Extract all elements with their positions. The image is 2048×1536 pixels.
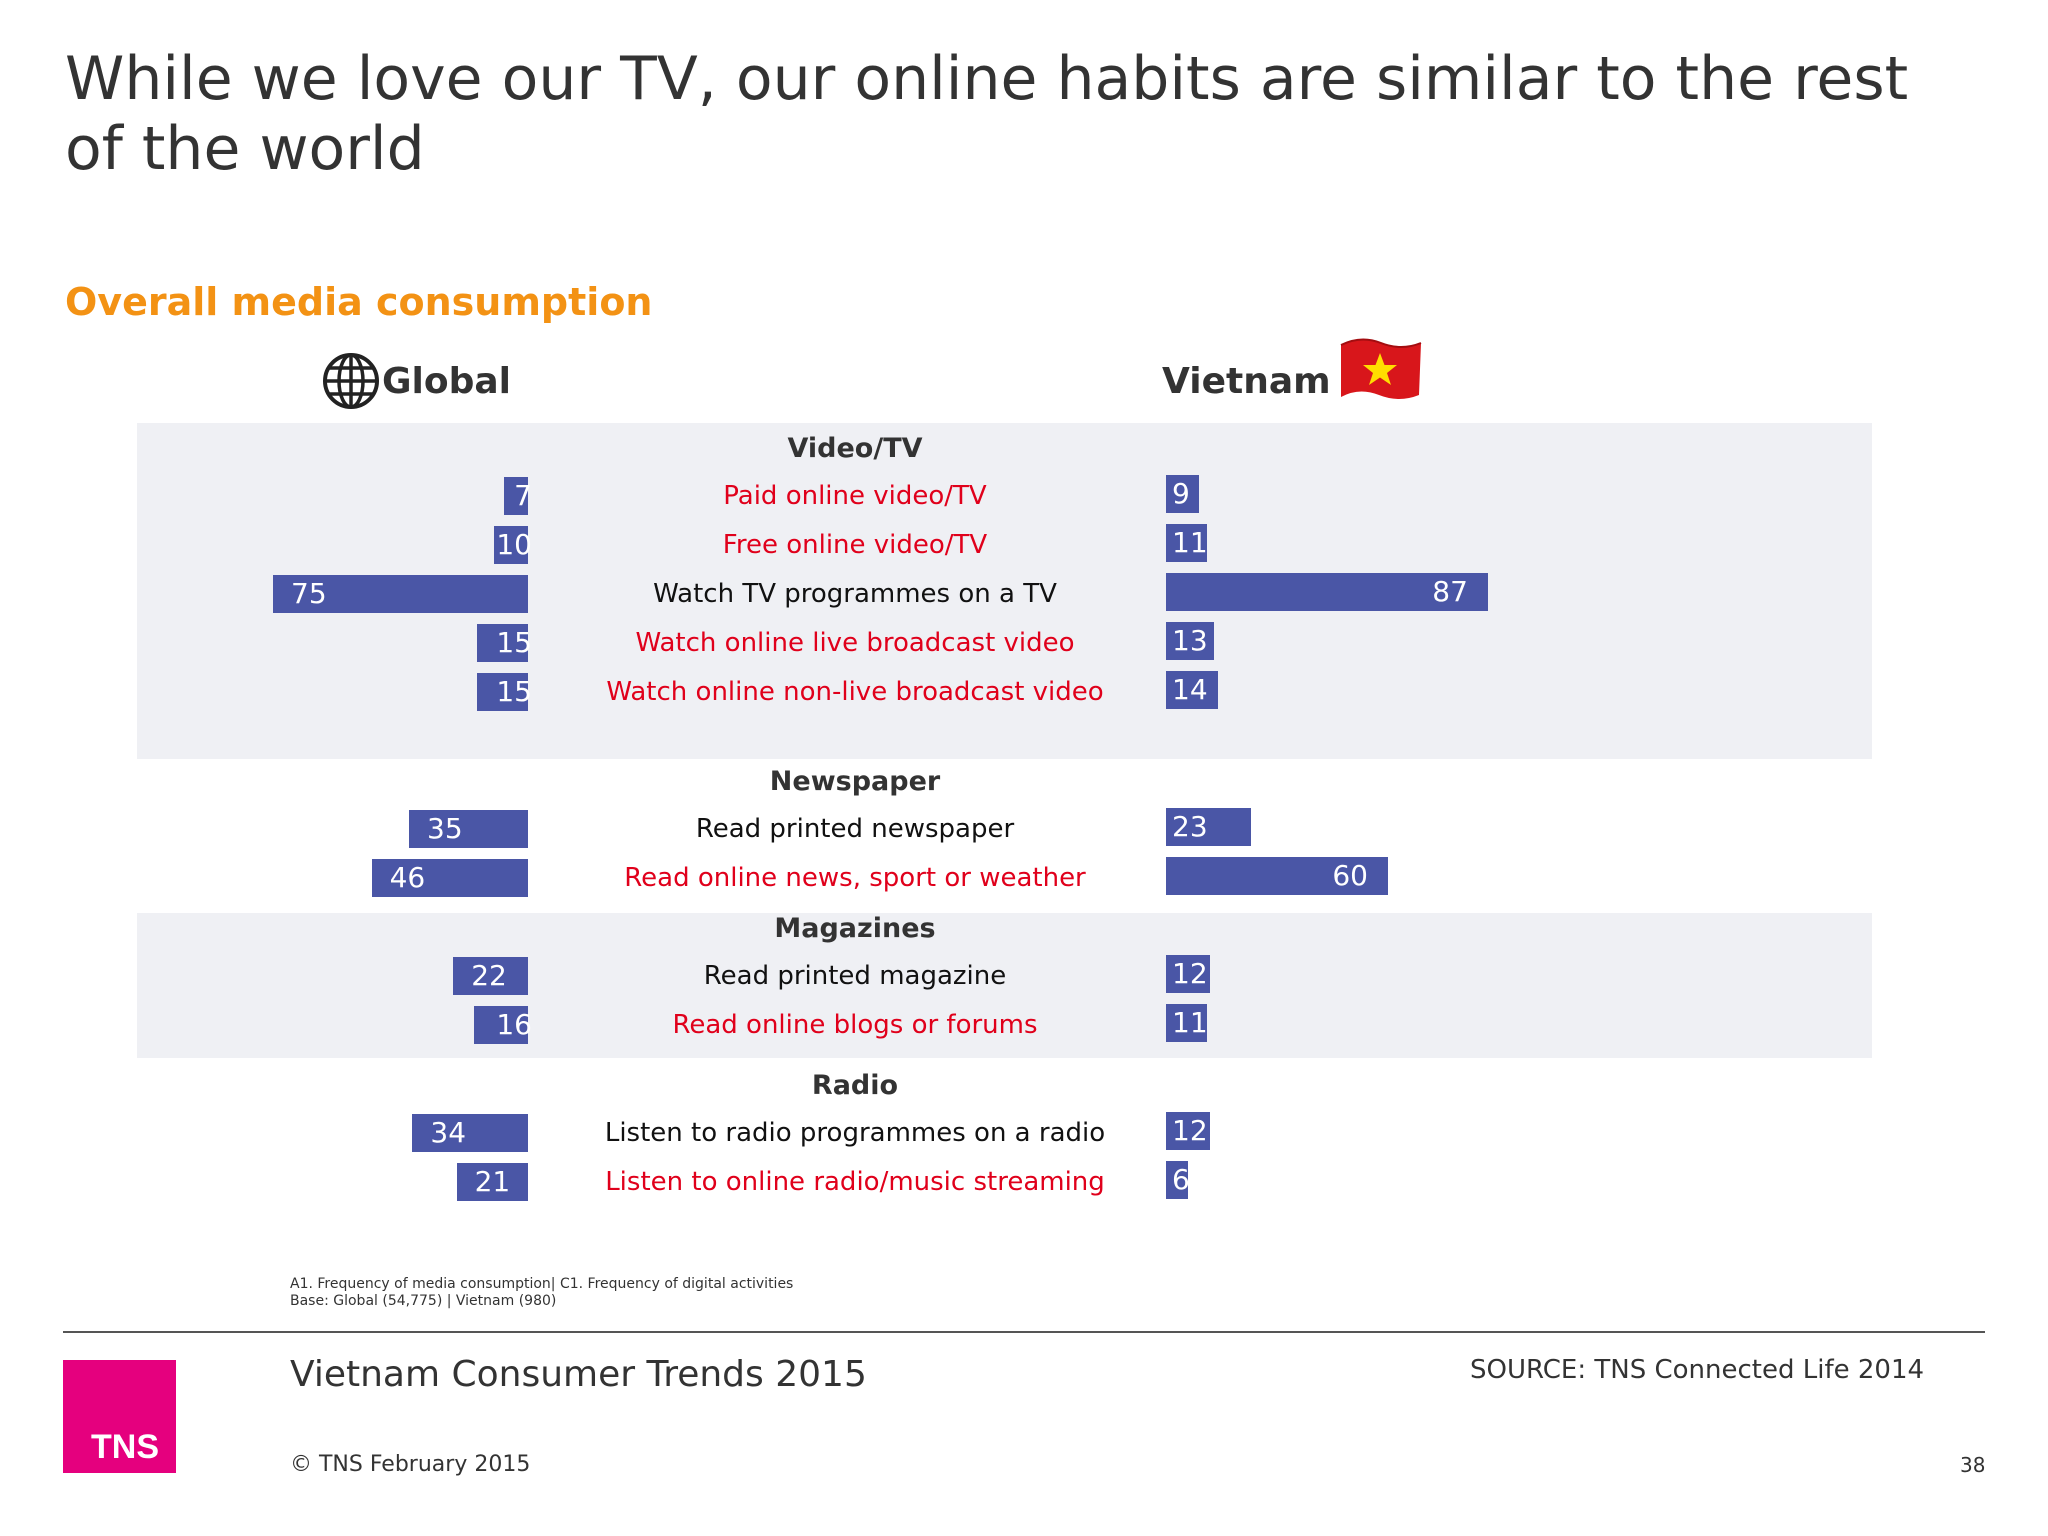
global-value-label: 15 [496, 626, 532, 659]
item-label: Listen to radio programmes on a radio [604, 1118, 1106, 1148]
category-heading: Video/TV [787, 433, 923, 464]
vietnam-value-label: 23 [1172, 810, 1208, 843]
item-label: Paid online video/TV [723, 481, 987, 511]
global-value-label: 10 [496, 528, 532, 561]
vietnam-value-label: 87 [1432, 575, 1468, 608]
global-bar: 15 [477, 673, 532, 711]
category-heading: Magazines [774, 913, 936, 944]
page-number: 38 [1960, 1453, 1986, 1477]
vietnam-bar: 11 [1166, 524, 1208, 562]
vietnam-value-label: 11 [1172, 1006, 1208, 1039]
global-value-label: 34 [430, 1116, 467, 1149]
footnote-line-1: A1. Frequency of media consumption| C1. … [290, 1276, 794, 1292]
vietnam-bar: 12 [1166, 955, 1211, 993]
vietnam-value-label: 9 [1172, 477, 1190, 510]
copyright: © TNS February 2015 [290, 1452, 531, 1477]
footer-title: Vietnam Consumer Trends 2015 [290, 1354, 867, 1395]
global-bar: 22 [453, 957, 528, 995]
footnote: A1. Frequency of media consumption| C1. … [290, 1276, 793, 1310]
global-value-label: 15 [496, 675, 532, 708]
chart-subtitle: Overall media consumption [65, 280, 653, 324]
category-heading: Radio [811, 1070, 899, 1101]
item-label: Read online news, sport or weather [624, 863, 1086, 893]
band-magazines [137, 913, 1872, 1058]
tns-logo-text: TNS [91, 1428, 159, 1466]
global-value-label: 7 [514, 479, 532, 512]
vietnam-value-label: 12 [1172, 1114, 1208, 1147]
vietnam-bar: 13 [1166, 622, 1215, 660]
vietnam-bar: 87 [1166, 573, 1488, 611]
global-bar: 34 [412, 1114, 528, 1152]
vietnam-bar: 6 [1166, 1161, 1190, 1199]
vietnam-bar: 14 [1166, 671, 1218, 709]
global-bar: 7 [504, 477, 532, 515]
item-label: Watch online non-live broadcast video [606, 677, 1104, 707]
page-title: While we love our TV, our online habits … [65, 44, 1909, 184]
global-header: Global [322, 352, 511, 410]
item-label: Read printed newspaper [695, 814, 1015, 844]
global-value-label: 22 [471, 959, 507, 992]
global-bar: 16 [473, 1006, 532, 1044]
vietnam-bar: 60 [1166, 857, 1388, 895]
global-value-label: 16 [496, 1008, 532, 1041]
global-value-label: 75 [291, 577, 327, 610]
global-value-label: 21 [474, 1165, 511, 1198]
item-label: Listen to online radio/music streaming [605, 1167, 1105, 1197]
vietnam-flag-icon [1340, 338, 1422, 399]
global-bar: 46 [371, 859, 528, 897]
item-label: Read printed magazine [703, 961, 1007, 991]
vietnam-bar: 11 [1166, 1004, 1208, 1042]
source-text: SOURCE: TNS Connected Life 2014 [1470, 1355, 1925, 1385]
vietnam-value-label: 14 [1172, 673, 1208, 706]
global-bar: 35 [409, 810, 528, 848]
vietnam-value-label: 6 [1172, 1163, 1190, 1196]
vietnam-value-label: 60 [1332, 859, 1368, 892]
item-label: Free online video/TV [722, 530, 988, 560]
vietnam-value-label: 11 [1172, 526, 1208, 559]
globe-icon [323, 353, 379, 409]
global-value-label: 35 [427, 812, 463, 845]
vietnam-bar: 9 [1166, 475, 1200, 513]
global-value-label: 46 [389, 861, 426, 894]
category-heading: Newspaper [769, 766, 941, 797]
footnote-line-2: Base: Global (54,775) | Vietnam (980) [290, 1293, 557, 1309]
global-label: Global [382, 360, 512, 402]
vietnam-bar: 12 [1166, 1112, 1211, 1150]
global-bar: 10 [494, 526, 532, 564]
vietnam-label: Vietnam [1162, 360, 1331, 402]
vietnam-value-label: 12 [1172, 957, 1208, 990]
item-label: Read online blogs or forums [672, 1010, 1038, 1040]
item-label: Watch online live broadcast video [635, 628, 1075, 658]
vietnam-value-label: 13 [1172, 624, 1208, 657]
global-bar: 75 [273, 575, 528, 613]
vietnam-header: Vietnam [1162, 338, 1423, 410]
footer-divider [63, 1331, 1985, 1333]
global-bar: 15 [477, 624, 532, 662]
item-label: Watch TV programmes on a TV [653, 579, 1057, 609]
vietnam-bar: 23 [1166, 808, 1252, 846]
global-bar: 21 [456, 1163, 528, 1201]
tns-logo: TNS [63, 1360, 176, 1473]
